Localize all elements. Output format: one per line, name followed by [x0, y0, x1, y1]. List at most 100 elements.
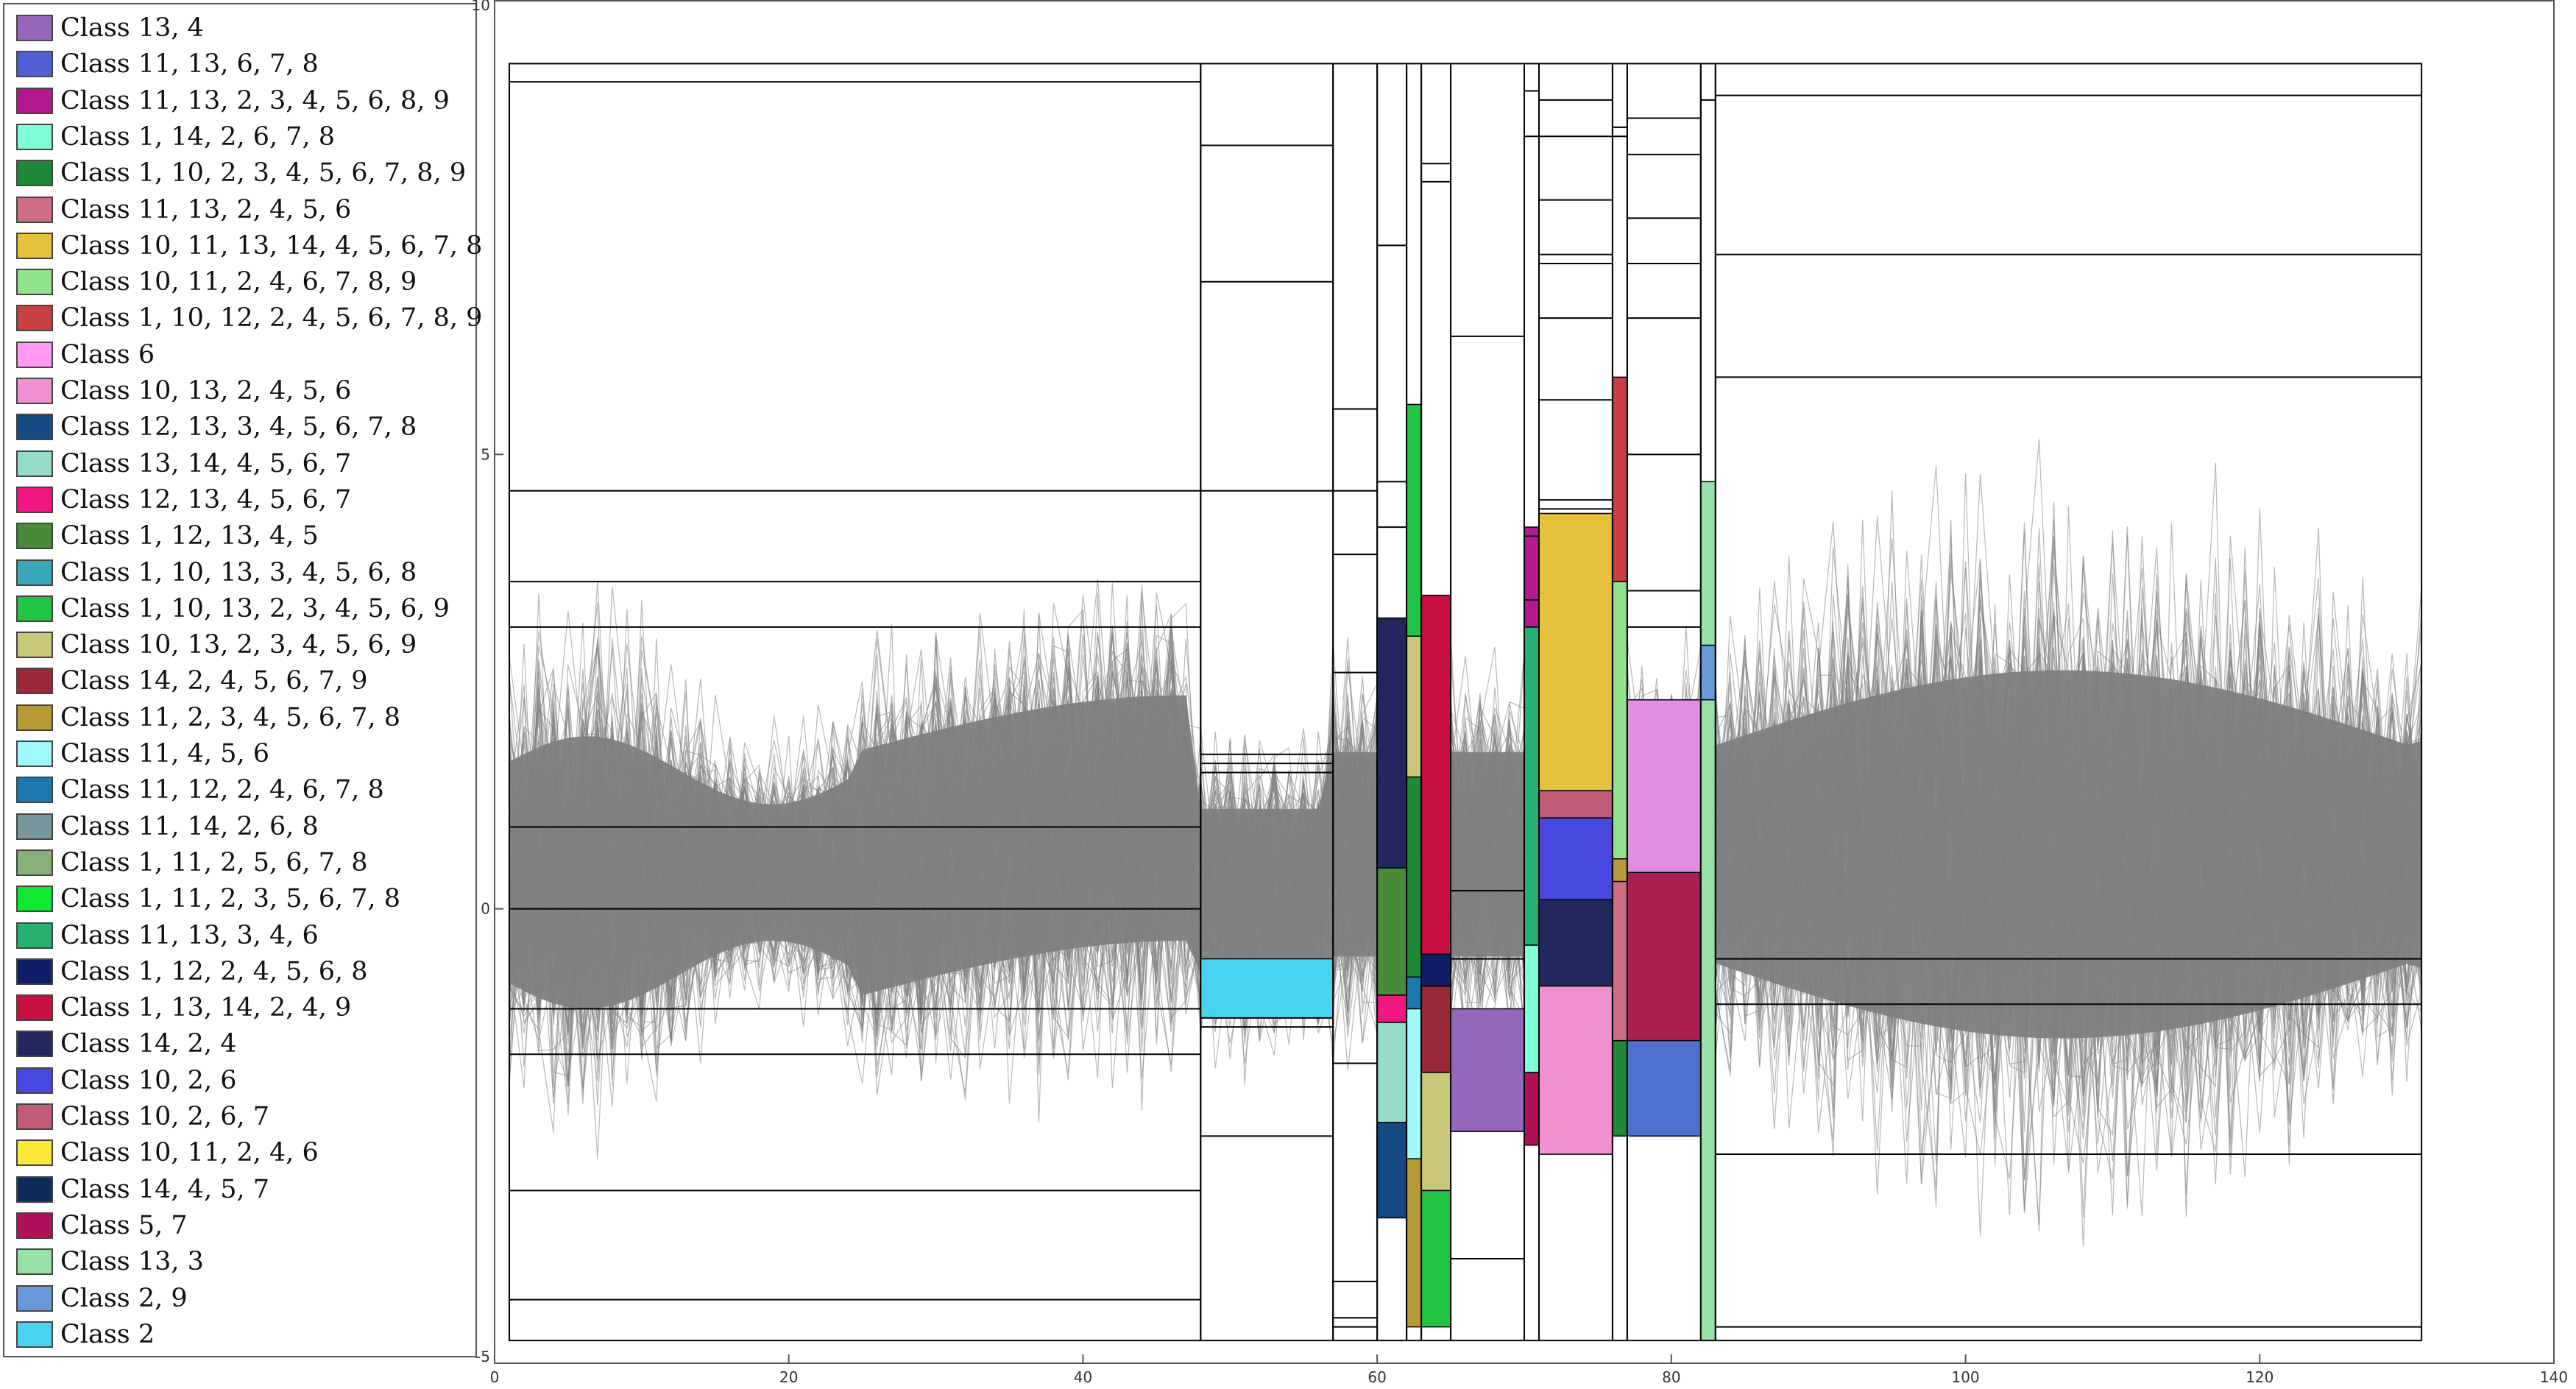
- legend-label: Class 1, 13, 14, 2, 4, 9: [60, 993, 352, 1023]
- legend-swatch: [16, 668, 53, 695]
- legend-swatch: [16, 1031, 53, 1058]
- legend-item: Class 13, 4: [16, 12, 204, 44]
- legend-swatch: [16, 486, 53, 513]
- legend-swatch: [16, 1176, 53, 1203]
- legend-label: Class 12, 13, 3, 4, 5, 6, 7, 8: [60, 412, 417, 442]
- legend-swatch: [16, 1212, 53, 1239]
- legend-label: Class 11, 13, 3, 4, 6: [60, 920, 319, 950]
- legend-label: Class 10, 13, 2, 4, 5, 6: [60, 376, 352, 406]
- class-block: [1700, 699, 1716, 1341]
- legend-label: Class 12, 13, 4, 5, 6, 7: [60, 484, 352, 515]
- legend-item: Class 1, 14, 2, 6, 7, 8: [16, 121, 335, 153]
- legend-item: Class 11, 13, 3, 4, 6: [16, 919, 319, 952]
- legend-item: Class 1, 12, 2, 4, 5, 6, 8: [16, 955, 368, 988]
- legend-item: Class 11, 12, 2, 4, 6, 7, 8: [16, 774, 384, 806]
- y-tick-label: 0: [481, 900, 490, 918]
- class-block: [1524, 626, 1540, 946]
- legend-label: Class 2: [60, 1319, 155, 1349]
- legend-item: Class 5, 7: [16, 1209, 188, 1242]
- legend-swatch: [16, 87, 53, 114]
- legend-item: Class 11, 4, 5, 6: [16, 738, 269, 770]
- legend-label: Class 14, 2, 4, 5, 6, 7, 9: [60, 666, 368, 696]
- legend-swatch: [16, 958, 53, 985]
- legend-label: Class 1, 10, 13, 3, 4, 5, 6, 8: [60, 557, 417, 587]
- class-block: [1538, 817, 1613, 901]
- legend-label: Class 10, 2, 6: [60, 1065, 237, 1095]
- legend-item: Class 1, 13, 14, 2, 4, 9: [16, 992, 351, 1024]
- y-tick-label: 5: [481, 445, 490, 463]
- x-tick-label: 80: [1662, 1368, 1680, 1386]
- legend-swatch: [16, 1248, 53, 1276]
- legend-swatch: [16, 196, 53, 223]
- class-block: [1538, 790, 1613, 819]
- class-block: [1376, 1022, 1407, 1123]
- legend-swatch: [16, 595, 53, 622]
- partition-column: [1200, 63, 1334, 1342]
- class-block: [1612, 880, 1628, 1042]
- legend-label: Class 5, 7: [60, 1210, 188, 1240]
- legend-label: Class 10, 11, 2, 4, 6: [60, 1138, 319, 1168]
- x-tick-label: 120: [2246, 1368, 2274, 1386]
- class-block: [1420, 1190, 1451, 1328]
- class-block: [1627, 872, 1702, 1042]
- class-block: [1376, 617, 1407, 869]
- trace-core-band: [509, 670, 2422, 1039]
- class-block: [1420, 953, 1451, 987]
- class-block: [1538, 985, 1613, 1155]
- legend-label: Class 11, 13, 6, 7, 8: [60, 49, 319, 79]
- class-block: [1524, 944, 1540, 1073]
- partition-column: [1332, 63, 1379, 1342]
- legend-item: Class 10, 11, 2, 4, 6, 7, 8, 9: [16, 266, 417, 298]
- legend-item: Class 11, 13, 2, 3, 4, 5, 6, 8, 9: [16, 85, 450, 117]
- legend-label: Class 11, 13, 2, 4, 5, 6: [60, 194, 352, 225]
- x-tick-label: 20: [779, 1368, 798, 1386]
- legend-item: Class 11, 13, 2, 4, 5, 6: [16, 194, 351, 226]
- class-block: [1524, 1072, 1540, 1146]
- partition-column: [1450, 63, 1525, 1342]
- legend-label: Class 14, 4, 5, 7: [60, 1174, 269, 1204]
- class-block: [1376, 1122, 1407, 1219]
- legend-swatch: [16, 51, 53, 78]
- legend-item: Class 6: [16, 339, 155, 371]
- legend-label: Class 10, 13, 2, 3, 4, 5, 6, 9: [60, 630, 417, 660]
- class-block: [1406, 1008, 1422, 1159]
- class-block: [1612, 1039, 1628, 1137]
- legend-item: Class 1, 10, 13, 2, 3, 4, 5, 6, 9: [16, 593, 450, 625]
- legend-item: Class 12, 13, 3, 4, 5, 6, 7, 8: [16, 411, 417, 443]
- legend-item: Class 14, 4, 5, 7: [16, 1173, 269, 1206]
- legend-label: Class 1, 12, 13, 4, 5: [60, 521, 319, 551]
- partition-blocks: [508, 63, 2423, 1342]
- legend-item: Class 10, 11, 2, 4, 6: [16, 1137, 319, 1169]
- legend-swatch: [16, 15, 53, 41]
- class-block: [1420, 594, 1451, 955]
- legend-label: Class 1, 11, 2, 3, 5, 6, 7, 8: [60, 884, 401, 914]
- x-tick-label: 60: [1367, 1368, 1386, 1386]
- class-block: [1700, 481, 1716, 646]
- legend-label: Class 14, 2, 4: [60, 1029, 237, 1059]
- legend-item: Class 11, 13, 6, 7, 8: [16, 48, 319, 80]
- legend-label: Class 2, 9: [60, 1283, 188, 1313]
- class-block: [1376, 867, 1407, 996]
- x-tick-label: 100: [1951, 1368, 1979, 1386]
- legend-item: Class 1, 10, 12, 2, 4, 5, 6, 7, 8, 9: [16, 302, 482, 334]
- legend-swatch: [16, 232, 53, 259]
- y-tick-label: 10: [472, 0, 490, 14]
- legend-item: Class 10, 2, 6: [16, 1064, 236, 1097]
- legend-item: Class 1, 11, 2, 5, 6, 7, 8: [16, 847, 368, 879]
- legend-swatch: [16, 378, 53, 404]
- legend-label: Class 11, 14, 2, 6, 8: [60, 811, 319, 841]
- class-block: [1406, 403, 1422, 637]
- x-tick-label: 40: [1074, 1368, 1092, 1386]
- legend-item: Class 14, 2, 4, 5, 6, 7, 9: [16, 665, 368, 697]
- class-block: [1406, 776, 1422, 978]
- legend-swatch: [16, 341, 53, 368]
- legend-label: Class 1, 10, 13, 2, 3, 4, 5, 6, 9: [60, 593, 450, 623]
- class-block: [1420, 1072, 1451, 1192]
- class-block: [1406, 1158, 1422, 1328]
- legend-label: Class 13, 4: [60, 13, 204, 43]
- legend-item: Class 1, 10, 13, 3, 4, 5, 6, 8: [16, 556, 417, 589]
- legend-label: Class 1, 10, 2, 3, 4, 5, 6, 7, 8, 9: [60, 158, 467, 188]
- legend: Class 13, 4 Class 11, 13, 6, 7, 8 Class 11…: [3, 3, 482, 1357]
- legend-swatch: [16, 523, 53, 550]
